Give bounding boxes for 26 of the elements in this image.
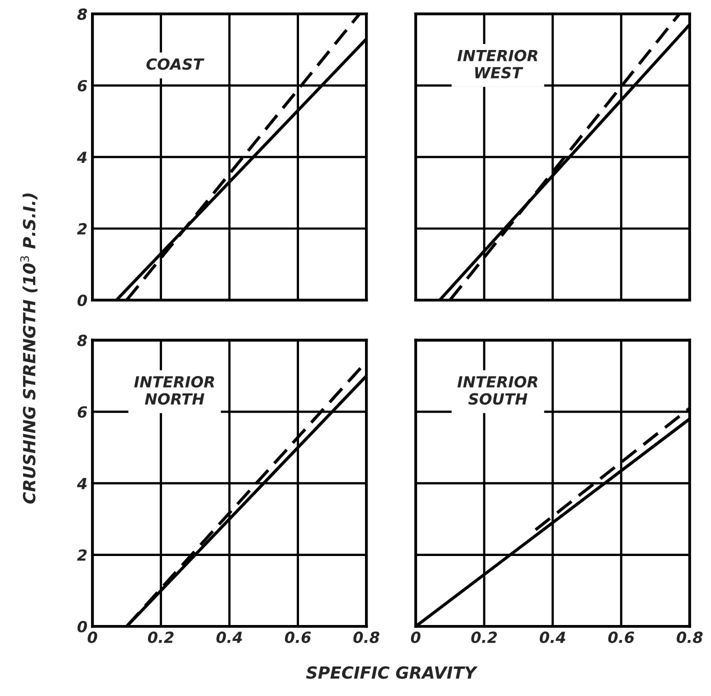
y-tick-label: 8 bbox=[77, 334, 88, 346]
x-tick-label: 0.4 bbox=[540, 632, 566, 644]
x-tick-label: 0.8 bbox=[353, 632, 380, 644]
x-tick-label: 0.4 bbox=[216, 632, 242, 644]
y-tick-label: 6 bbox=[78, 406, 88, 418]
text: INTERIOR WEST bbox=[457, 50, 538, 78]
text: INTERIOR NORTH bbox=[134, 376, 214, 405]
y-tick-label: 6 bbox=[78, 80, 88, 92]
x-tick-label: 0.6 bbox=[284, 632, 311, 644]
y-tick-label: 4 bbox=[76, 152, 87, 163]
y-tick-label: 2 bbox=[77, 223, 87, 234]
y-tick-label: 0 bbox=[77, 294, 88, 306]
y-tick-label: 0 bbox=[77, 620, 88, 632]
x-tick-label: 0.8 bbox=[676, 632, 703, 644]
x-tick-label: 0 bbox=[410, 632, 420, 644]
x-tick-label: 0.2 bbox=[471, 632, 497, 644]
x-tick-label: 0 bbox=[88, 632, 98, 644]
y-tick-label: 2 bbox=[77, 549, 87, 561]
text: COAST bbox=[146, 58, 204, 70]
text: INTERIOR SOUTH bbox=[457, 376, 538, 405]
y-tick-label: 4 bbox=[76, 478, 87, 490]
y-tick-label: 8 bbox=[77, 8, 88, 20]
x-tick-label: 0.2 bbox=[148, 632, 174, 644]
x-axis-title: SPECIFIC GRAVITY bbox=[306, 666, 478, 679]
y-axis-title: CRUSHING STRENGTH (10$^{3}$ P.S.I.) bbox=[20, 194, 38, 504]
x-tick-label: 0.6 bbox=[608, 632, 634, 644]
